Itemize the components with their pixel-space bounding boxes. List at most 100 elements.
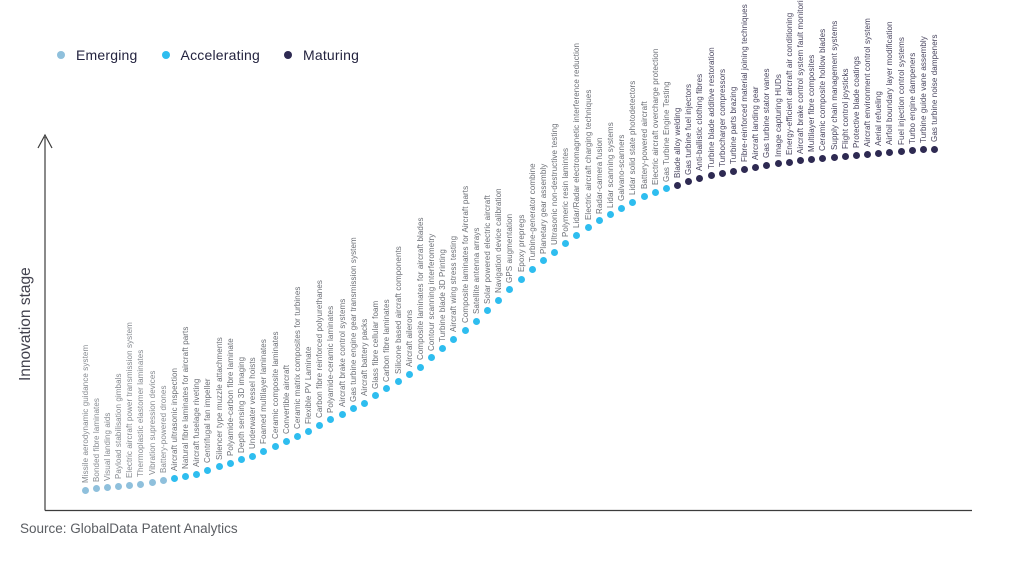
- data-point: [450, 335, 458, 343]
- data-point-label: Flexible PV Laminate: [304, 346, 314, 424]
- data-point: [752, 163, 760, 171]
- data-point-label: Depth sensing 3D imaging: [237, 356, 247, 453]
- data-point: [372, 392, 380, 400]
- data-point: [439, 345, 447, 353]
- data-point: [718, 170, 726, 178]
- data-point-label: Blade alloy welding: [673, 107, 683, 179]
- data-point: [416, 363, 424, 371]
- data-point: [81, 486, 89, 494]
- legend-item-emerging: Emerging: [57, 47, 138, 63]
- data-point: [707, 172, 715, 180]
- data-point-label: Navigation device calibration: [494, 188, 504, 294]
- data-point-label: Ceramic composite hollow blades: [818, 28, 828, 151]
- data-point-label: Fuel injection control systems: [896, 36, 906, 145]
- data-point-label: Supply chain management systems: [829, 20, 839, 150]
- source-note: Source: GlobalData Patent Analytics: [20, 521, 238, 536]
- data-point: [774, 160, 782, 168]
- data-point: [204, 466, 212, 474]
- data-point: [126, 481, 134, 489]
- data-point: [361, 399, 368, 407]
- data-point-label: Lidar scanning systems: [605, 121, 615, 208]
- data-point: [908, 147, 916, 155]
- data-point-label: Glass fibre cellular foam: [371, 300, 381, 389]
- data-point: [674, 181, 682, 189]
- data-point-label: Contour scanning interferometry: [427, 233, 437, 351]
- data-point: [729, 167, 737, 175]
- data-point: [383, 385, 391, 393]
- data-point-label: Missile aerodynamic guidance system: [80, 344, 90, 483]
- data-point: [618, 204, 626, 212]
- data-point: [662, 185, 670, 193]
- data-point-label: Radar-camera fusion: [594, 137, 604, 214]
- data-point: [517, 275, 525, 283]
- data-point: [103, 484, 111, 492]
- y-axis-arrow-icon: [37, 133, 53, 149]
- data-point: [528, 265, 536, 273]
- y-axis-label: Innovation stage: [17, 267, 34, 381]
- data-point-label: Silicone based aircraft components: [393, 246, 403, 375]
- data-point-label: Lidar solid state photodetectors: [628, 80, 638, 196]
- data-point-label: Aircraft brake control systems: [337, 298, 347, 408]
- data-point-label: Turbo engine dampeners: [907, 52, 917, 144]
- data-point: [305, 427, 313, 435]
- data-point-label: Aircraft wing stress testing: [449, 236, 459, 333]
- data-point-label: Ceramic composite laminates: [270, 331, 280, 439]
- data-point-label: Polyamide-carbon fibre laminate: [225, 338, 235, 457]
- data-point-label: Aircraft brake control system fault moni…: [796, 0, 806, 154]
- data-point-label: Natural fibre laminates for aircraft par…: [181, 326, 191, 469]
- data-point-label: Ceramic matrix composites for turbines: [292, 286, 302, 429]
- data-point: [182, 472, 190, 480]
- accelerating-dot-icon: [161, 51, 170, 59]
- data-point: [282, 437, 290, 445]
- data-point: [841, 152, 849, 160]
- data-point-label: Polymeric resin lamintes: [561, 147, 571, 237]
- data-point: [785, 158, 793, 166]
- data-point-label: Turbine parts brazing: [728, 86, 738, 165]
- data-point-label: Polyamide-ceramic laminates: [326, 305, 336, 413]
- data-point: [349, 405, 357, 413]
- data-point: [886, 148, 894, 156]
- data-point: [864, 150, 872, 158]
- data-point: [92, 485, 100, 493]
- data-point-label: Composite laminates for aircraft blades: [415, 217, 425, 360]
- data-point-label: Visual landing aids: [102, 412, 112, 481]
- data-point-label: Aircraft landing gear: [751, 86, 761, 160]
- legend-item-accelerating: Accelerating: [161, 47, 260, 63]
- data-point-label: Thermoplastic elastomer laminates: [136, 349, 146, 477]
- data-point: [238, 456, 246, 464]
- legend-label-emerging: Emerging: [76, 47, 138, 63]
- data-point: [875, 149, 883, 157]
- data-point: [506, 286, 514, 294]
- data-point-label: Multilayer fibre composites: [807, 54, 817, 152]
- data-point-label: Galvano-scanners: [617, 134, 627, 202]
- data-point-label: GPS augmentation: [505, 213, 515, 283]
- data-point: [551, 248, 559, 256]
- data-point: [797, 157, 805, 165]
- data-point: [897, 148, 905, 155]
- data-point-label: Battery-powered aircraft: [639, 101, 649, 189]
- data-point-label: Centrifugal fan impeller: [203, 378, 213, 464]
- data-point-label: Composite laminates for Aircraft parts: [460, 186, 470, 324]
- data-point: [573, 231, 581, 239]
- data-point: [472, 317, 480, 325]
- data-point-label: Turbine blade additive restoration: [706, 46, 716, 169]
- data-point-label: Silencer type muzzle attachments: [214, 336, 224, 460]
- data-point-label: Aircraft environment control system: [863, 18, 873, 147]
- data-point-label: Planetary gear assembly: [538, 163, 548, 254]
- data-point-label: Image capturing HUDs: [773, 73, 783, 157]
- data-point-label: Electric aircraft power transmission sys…: [125, 322, 135, 479]
- data-point: [685, 178, 693, 186]
- data-point-label: Turbine guide vane assembly: [919, 35, 928, 143]
- data-point-label: Gas turbine fuel injectors: [684, 83, 694, 175]
- data-point: [584, 223, 592, 231]
- data-point: [316, 421, 324, 429]
- legend: Emerging Accelerating Maturing: [57, 47, 383, 63]
- data-point-label: Epoxy prepregs: [516, 214, 526, 273]
- data-point: [629, 198, 637, 206]
- legend-item-maturing: Maturing: [283, 47, 359, 63]
- data-point: [763, 161, 771, 169]
- data-point: [595, 217, 603, 225]
- data-point-label: Bonded fibre laminates: [91, 397, 101, 482]
- data-point: [562, 240, 570, 248]
